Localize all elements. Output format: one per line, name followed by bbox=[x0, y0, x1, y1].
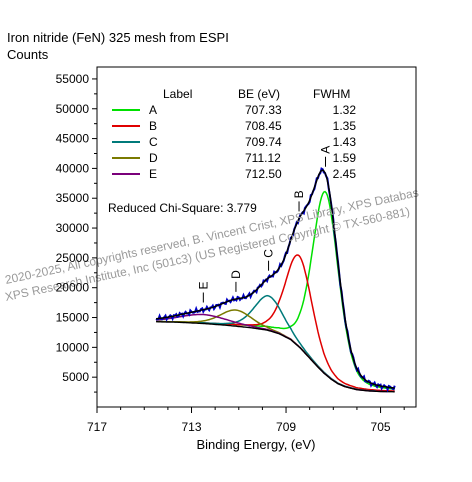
y-tick-label: 5000 bbox=[62, 370, 89, 384]
legend-fwhm: 1.59 bbox=[333, 151, 357, 165]
y-tick-label: 50000 bbox=[56, 102, 90, 116]
legend-be: 709.74 bbox=[245, 135, 282, 149]
y-tick-label: 30000 bbox=[56, 221, 90, 235]
x-tick-label: 717 bbox=[87, 420, 107, 434]
y-tick-label: 40000 bbox=[56, 161, 90, 175]
legend-be: 711.12 bbox=[245, 151, 281, 165]
peak-c-marker-label: C bbox=[262, 249, 276, 258]
legend-header-label: Label bbox=[163, 87, 192, 101]
legend-label: A bbox=[149, 103, 157, 117]
y-tick-label: 35000 bbox=[56, 191, 90, 205]
legend-label: E bbox=[149, 167, 157, 181]
x-tick-label: 705 bbox=[371, 420, 391, 434]
x-tick-label: 713 bbox=[182, 420, 202, 434]
x-tick-label: 709 bbox=[276, 420, 296, 434]
legend-fwhm: 2.45 bbox=[333, 167, 357, 181]
legend-header-fwhm: FWHM bbox=[313, 87, 350, 101]
peak-b-marker-label: B bbox=[292, 190, 306, 198]
peak-b-curve bbox=[197, 254, 395, 392]
legend-label: B bbox=[149, 119, 157, 133]
peak-d-curve bbox=[156, 309, 356, 391]
peak-a-marker-label: A bbox=[318, 146, 332, 154]
legend-be: 712.50 bbox=[245, 167, 282, 181]
x-axis-label: Binding Energy, (eV) bbox=[196, 437, 316, 452]
chi-square-text: Reduced Chi-Square: 3.779 bbox=[108, 201, 257, 215]
peak-e-curve bbox=[156, 313, 388, 393]
legend-be: 707.33 bbox=[245, 103, 282, 117]
background-curve bbox=[156, 321, 395, 393]
legend-label: D bbox=[149, 151, 158, 165]
peak-e-marker-label: E bbox=[196, 281, 210, 289]
y-tick-label: 15000 bbox=[56, 311, 90, 325]
legend-be: 708.45 bbox=[245, 119, 282, 133]
legend-fwhm: 1.43 bbox=[333, 135, 357, 149]
legend-label: C bbox=[149, 135, 158, 149]
y-tick-label: 55000 bbox=[56, 72, 90, 86]
y-tick-label: 10000 bbox=[56, 340, 90, 354]
legend-fwhm: 1.35 bbox=[333, 119, 357, 133]
peak-a-curve bbox=[225, 190, 395, 390]
legend: Label BE (eV) FWHM A 707.33 1.32 B 708.45 1.35 C 7… bbox=[108, 87, 356, 215]
y-tick-label: 20000 bbox=[56, 281, 90, 295]
plot-frame bbox=[96, 66, 417, 408]
envelope-curve bbox=[156, 169, 395, 389]
legend-fwhm: 1.32 bbox=[333, 103, 357, 117]
y-axis-label: Counts bbox=[7, 47, 49, 62]
chart-title: Iron nitride (FeN) 325 mesh from ESPI bbox=[7, 30, 229, 45]
legend-header-be: BE (eV) bbox=[238, 87, 280, 101]
peak-d-marker-label: D bbox=[229, 270, 243, 279]
spectrum-lines: A B C D E bbox=[155, 146, 396, 393]
axes: 5000 10000 15000 20000 25000 30000 35000 40000 4… bbox=[56, 72, 405, 434]
y-tick-label: 25000 bbox=[56, 251, 90, 265]
y-tick-label: 45000 bbox=[56, 132, 90, 146]
